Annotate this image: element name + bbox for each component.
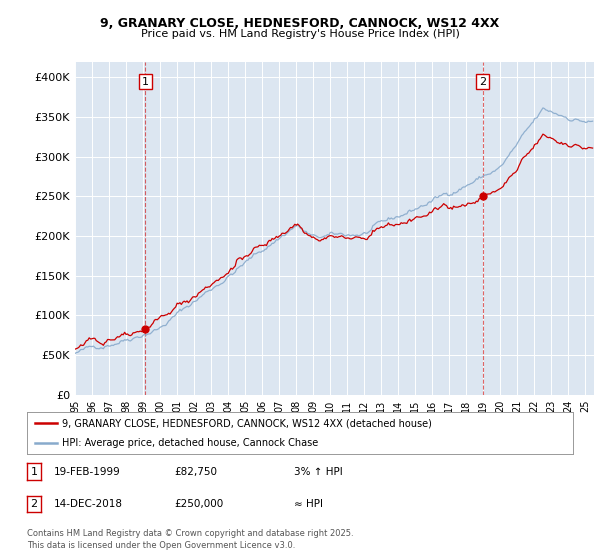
Text: Contains HM Land Registry data © Crown copyright and database right 2025.
This d: Contains HM Land Registry data © Crown c…	[27, 529, 353, 550]
Text: 14-DEC-2018: 14-DEC-2018	[54, 499, 123, 509]
Text: £82,750: £82,750	[174, 466, 217, 477]
Text: HPI: Average price, detached house, Cannock Chase: HPI: Average price, detached house, Cann…	[62, 438, 319, 448]
Text: ≈ HPI: ≈ HPI	[294, 499, 323, 509]
Text: 1: 1	[31, 466, 37, 477]
Text: £250,000: £250,000	[174, 499, 223, 509]
Text: 2: 2	[31, 499, 37, 509]
Text: 3% ↑ HPI: 3% ↑ HPI	[294, 466, 343, 477]
Text: 9, GRANARY CLOSE, HEDNESFORD, CANNOCK, WS12 4XX (detached house): 9, GRANARY CLOSE, HEDNESFORD, CANNOCK, W…	[62, 418, 433, 428]
Text: 2: 2	[479, 77, 486, 87]
Text: 19-FEB-1999: 19-FEB-1999	[54, 466, 121, 477]
Text: 9, GRANARY CLOSE, HEDNESFORD, CANNOCK, WS12 4XX: 9, GRANARY CLOSE, HEDNESFORD, CANNOCK, W…	[100, 17, 500, 30]
Text: Price paid vs. HM Land Registry's House Price Index (HPI): Price paid vs. HM Land Registry's House …	[140, 29, 460, 39]
Text: 1: 1	[142, 77, 149, 87]
